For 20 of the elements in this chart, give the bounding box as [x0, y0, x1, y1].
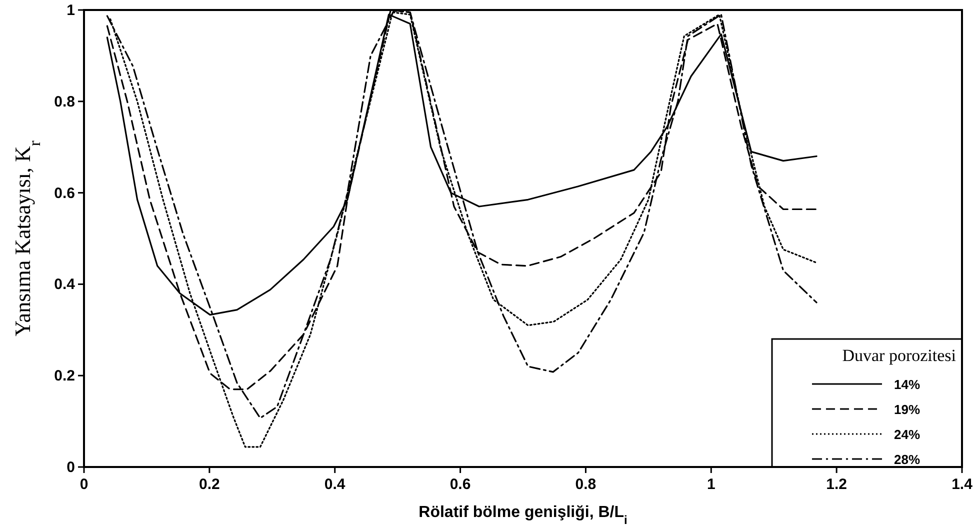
text: 28%	[894, 452, 920, 467]
x-tick-label: 1.4	[952, 476, 974, 493]
y-tick-label: 0.8	[54, 93, 75, 110]
y-tick-label: 0.2	[54, 368, 75, 385]
x-tick-label: 0.4	[324, 476, 346, 493]
x-tick-label: 0.2	[199, 476, 220, 493]
y-tick-label: 0.4	[54, 276, 76, 294]
x-tick-label: 0.8	[575, 476, 596, 493]
y-tick-label: 1	[66, 2, 75, 19]
x-tick-label: 1.2	[826, 476, 847, 493]
x-tick-label: 0.6	[450, 476, 471, 493]
y-tick-label: 0.6	[54, 184, 75, 202]
x-axis-title: Rölatif bölme genişliği, B/L$_{i}$	[418, 504, 628, 527]
legend-title: Duvar porozitesi	[842, 346, 956, 365]
text: 24%	[894, 427, 920, 442]
text: 14%	[894, 377, 920, 392]
text: 19%	[894, 402, 920, 417]
x-tick-label: 0	[80, 476, 88, 493]
y-tick-label: 0	[66, 459, 75, 476]
x-tick-label: 1	[706, 476, 716, 493]
